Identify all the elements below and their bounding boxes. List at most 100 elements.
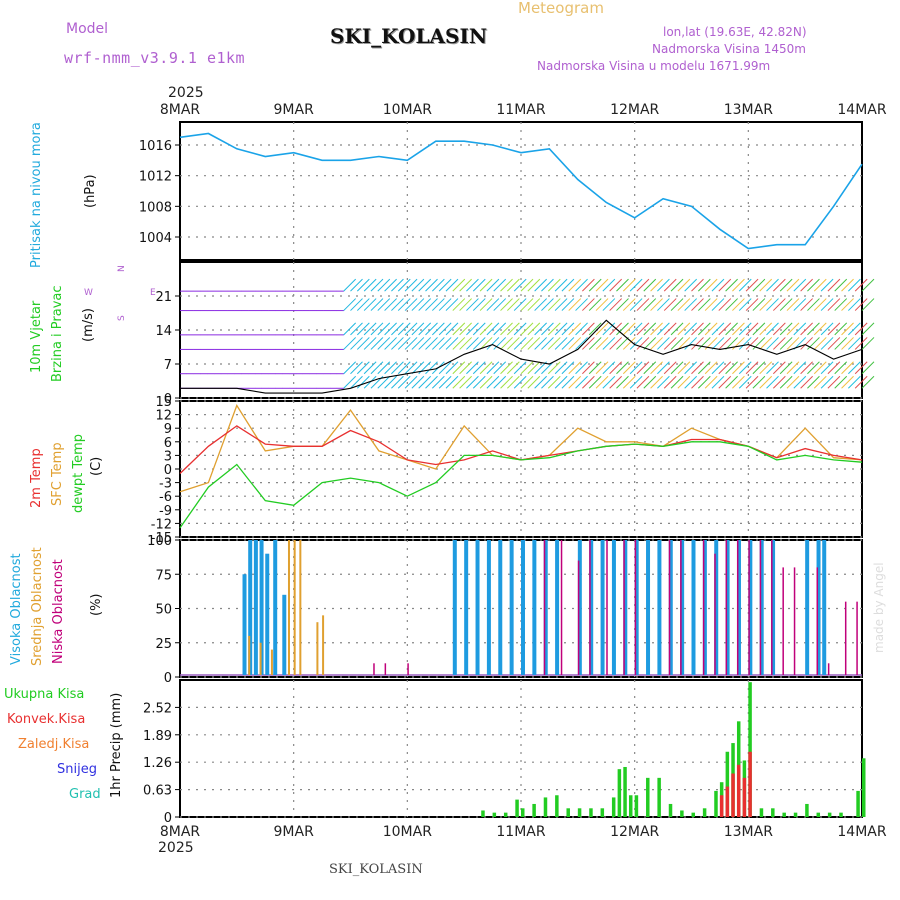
wind-barb (738, 361, 752, 375)
wind-barb (370, 361, 384, 375)
model-elevation-label: Nadmorska Visina u modelu 1671.99m (537, 59, 771, 73)
wind-barb (786, 337, 800, 350)
wind-barb (766, 298, 779, 311)
cloud-bar (273, 540, 278, 675)
cloud-bar (856, 601, 858, 675)
wind-barb (697, 337, 711, 350)
wind-barb (670, 278, 684, 292)
wind-barb (854, 375, 868, 389)
wind-speed-line (180, 319, 863, 394)
cloud-bar (668, 540, 671, 675)
wind-barb (520, 337, 534, 350)
cloud-bar (816, 540, 821, 675)
wind-barb (807, 298, 820, 311)
wind-barb (793, 375, 807, 389)
wind-barb (493, 322, 507, 336)
wind-barb (609, 337, 623, 350)
wind-barb (520, 375, 534, 389)
wind-barb (391, 375, 404, 389)
cloud-bar (373, 663, 375, 675)
wind-barb (711, 375, 725, 389)
cloud-bar (680, 540, 682, 675)
pressure-line (179, 132, 863, 250)
wind-barb (363, 375, 377, 389)
cloud-bar (646, 540, 651, 675)
cloud-bar (680, 540, 685, 675)
wind-barb (507, 375, 520, 389)
wind-barb (411, 322, 425, 336)
cloud-bar (555, 540, 560, 675)
wind-barb (684, 375, 698, 389)
wind-barb (636, 361, 650, 375)
wind-barb (602, 361, 616, 375)
wind-barb (418, 375, 432, 389)
wind-barb (841, 322, 854, 336)
wind-barb (356, 361, 370, 375)
wind-barb (343, 298, 357, 311)
wind-barb (609, 298, 623, 311)
wind-barb (561, 322, 575, 336)
wind-barb (718, 375, 732, 389)
cloud-bar (452, 540, 457, 675)
wind-barb (841, 337, 854, 350)
y-tick-label: -15 (151, 531, 172, 546)
cloud-bar (702, 540, 707, 675)
cloud-bar (805, 540, 810, 675)
wind-barb (452, 298, 466, 311)
precip-bar (521, 808, 525, 817)
precip-bar (668, 803, 673, 817)
wind-barb (827, 322, 841, 336)
x-tick-label-top: 10MAR (383, 102, 432, 118)
precip-bar (702, 808, 707, 817)
wind-barb (643, 322, 657, 336)
wind-barb (718, 298, 732, 311)
wind-barb (575, 298, 588, 311)
wind-barb (704, 298, 718, 311)
wind-barb (541, 322, 554, 336)
wind-barb (650, 298, 663, 311)
wind-barb (575, 361, 588, 375)
wind-barb (677, 322, 691, 336)
wind-barb (786, 375, 800, 389)
wind-barb (425, 337, 438, 350)
wind-barb (356, 337, 370, 350)
wind-barb (479, 278, 493, 292)
wind-barb (479, 337, 493, 350)
wind-barb (452, 278, 466, 292)
cloud-bar (844, 601, 847, 675)
wind-barb (554, 322, 568, 336)
y-tick-label: 0 (164, 463, 172, 478)
wind-barb (547, 298, 561, 311)
precip-bar (492, 812, 497, 817)
wind-barb (595, 337, 609, 350)
panel-frame (179, 121, 863, 261)
cloud-bar (827, 663, 830, 675)
precip-bar (566, 808, 570, 817)
wind-barb (622, 322, 636, 336)
wind-barb (431, 375, 445, 389)
wind-barb (813, 322, 827, 336)
x-tick-label-bottom: 9MAR (274, 824, 315, 840)
wind-barb (588, 298, 602, 311)
wind-barb (500, 298, 513, 311)
cloud-bar (248, 635, 251, 675)
precip-bar (628, 795, 633, 817)
precip-bar (759, 808, 764, 817)
cloud-bar (259, 540, 264, 675)
wind-barb (697, 298, 711, 311)
wind-barb (718, 361, 732, 375)
wind-barb (759, 278, 773, 292)
panel-frame (179, 261, 863, 399)
wind-barb (670, 298, 684, 311)
cloud-bar (521, 540, 525, 675)
y-tick-label: 7 (164, 358, 172, 373)
wind-barb (820, 322, 834, 336)
wind-barb (507, 322, 520, 336)
wind-barb (500, 337, 513, 350)
wind-barb (711, 361, 725, 375)
wind-barb (438, 298, 452, 311)
wind-barb (431, 298, 445, 311)
wind-barb (622, 298, 636, 311)
wind-barb (568, 322, 582, 336)
wind-barb (431, 322, 445, 336)
